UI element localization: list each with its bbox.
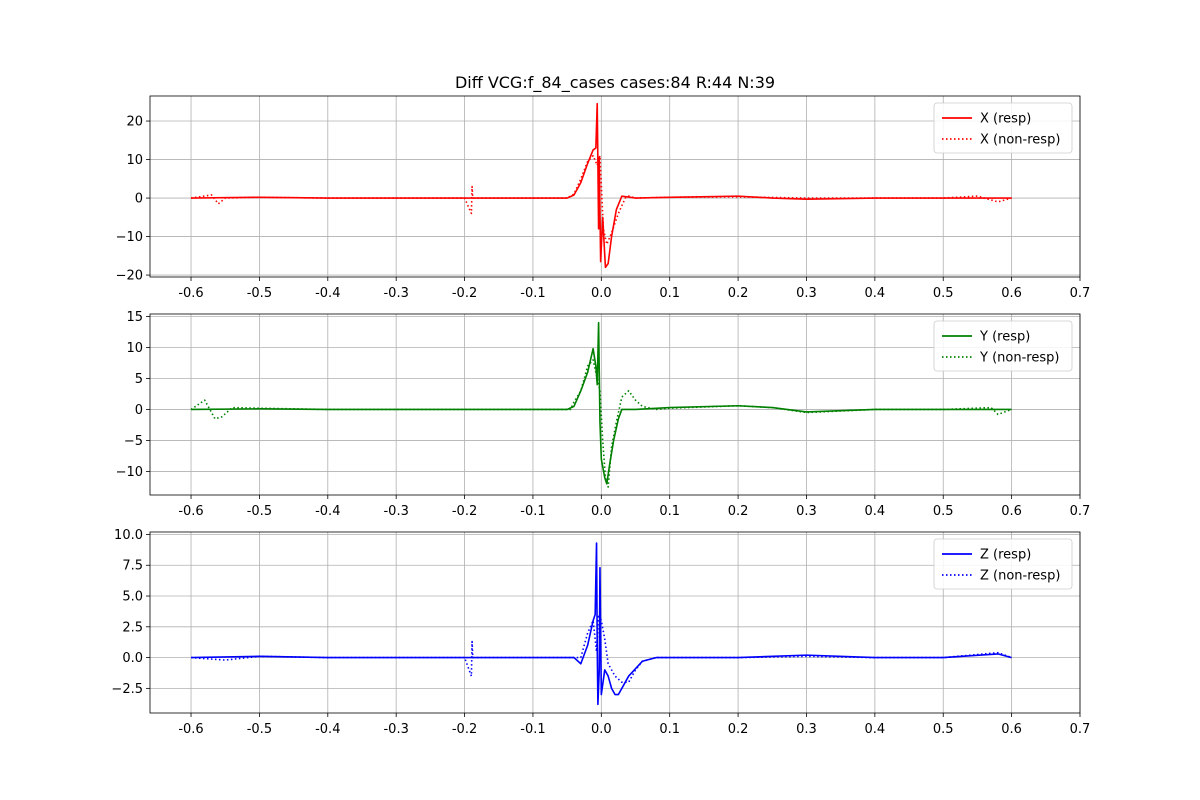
axes-frame bbox=[149, 531, 1081, 714]
x-tick-label: -0.5 bbox=[247, 722, 272, 737]
y-tick-label: 10.0 bbox=[114, 528, 143, 543]
legend-box bbox=[933, 538, 1073, 590]
x-tick-label: 0.4 bbox=[865, 286, 886, 301]
series-z-non-resp-line bbox=[190, 613, 1012, 684]
x-tick-label: 0.1 bbox=[659, 504, 680, 519]
series-x-resp-line bbox=[191, 102, 1012, 269]
x-tick-label: 0.5 bbox=[933, 504, 954, 519]
x-tick-label: 0.2 bbox=[728, 722, 749, 737]
series-y-non-resp-line bbox=[190, 359, 1012, 488]
legend-y: Y (resp) Y (non-resp) bbox=[933, 320, 1073, 372]
x-tick-label: -0.4 bbox=[315, 286, 340, 301]
legend-label: Z (non-resp) bbox=[980, 569, 1060, 584]
x-tick-label: 0.1 bbox=[659, 722, 680, 737]
x-tick-label: -0.1 bbox=[520, 504, 545, 519]
series-x-non-resp-line bbox=[190, 154, 1012, 246]
y-tick-label: −5 bbox=[124, 434, 143, 449]
y-tick-label: 20 bbox=[126, 115, 143, 130]
x-tick-label: 0.6 bbox=[1001, 286, 1022, 301]
x-tick-label: 0.2 bbox=[728, 504, 749, 519]
x-tick-label: -0.6 bbox=[178, 722, 203, 737]
y-tick-label: 5.0 bbox=[122, 590, 143, 605]
x-tick-label: -0.2 bbox=[452, 722, 477, 737]
x-tick-label: 0.0 bbox=[591, 286, 612, 301]
x-tick-label: 0.7 bbox=[1070, 504, 1091, 519]
chart-panels: -0.6 -0.5 -0.4 -0.3 -0.2 -0.1 0.0 0.1 0.2 0.3 0.4 0… bbox=[111, 95, 1091, 737]
y-tick-label: 0 bbox=[135, 192, 143, 207]
legend-box bbox=[933, 102, 1073, 154]
legend-label: Y (resp) bbox=[979, 330, 1030, 345]
legend-box bbox=[933, 320, 1073, 372]
x-tick-label: 0.6 bbox=[1001, 722, 1022, 737]
x-tick-label: 0.3 bbox=[796, 504, 817, 519]
legend-z: Z (resp) Z (non-resp) bbox=[933, 538, 1073, 590]
y-tick-label: −10 bbox=[116, 230, 143, 245]
x-tick-label: -0.5 bbox=[247, 286, 272, 301]
y-tick-label: 0 bbox=[135, 403, 143, 418]
legend-label: X (resp) bbox=[980, 112, 1031, 127]
legend-label: Z (resp) bbox=[980, 548, 1031, 563]
x-tick-label: 0.0 bbox=[591, 504, 612, 519]
x-tick-label: -0.3 bbox=[383, 286, 408, 301]
x-tick-label: -0.5 bbox=[247, 504, 272, 519]
panel-y: -0.6 -0.5 -0.4 -0.3 -0.2 -0.1 0.0 0.1 0.2 0.3 0.4 0… bbox=[116, 310, 1091, 519]
x-tick-label: 0.5 bbox=[933, 722, 954, 737]
y-tick-label: 10 bbox=[126, 341, 143, 356]
x-tick-label: -0.1 bbox=[520, 286, 545, 301]
y-tick-label: 10 bbox=[126, 153, 143, 168]
x-tick-label: 0.6 bbox=[1001, 504, 1022, 519]
x-tick-label: -0.4 bbox=[315, 504, 340, 519]
legend-label: X (non-resp) bbox=[980, 133, 1060, 148]
x-tick-label: 0.7 bbox=[1070, 722, 1091, 737]
chart-title: Diff VCG:f_84_cases cases:84 R:44 N:39 bbox=[455, 73, 775, 93]
legend-x: X (resp) X (non-resp) bbox=[933, 102, 1073, 154]
y-tick-label: 5 bbox=[135, 372, 143, 387]
x-tick-label: -0.3 bbox=[383, 722, 408, 737]
x-tick-label: -0.6 bbox=[178, 504, 203, 519]
x-tick-label: -0.6 bbox=[178, 286, 203, 301]
y-tick-label: −10 bbox=[116, 465, 143, 480]
y-tick-label: 2.5 bbox=[122, 620, 143, 635]
legend-label: Y (non-resp) bbox=[979, 351, 1059, 366]
x-tick-label: 0.3 bbox=[796, 286, 817, 301]
x-tick-label: 0.2 bbox=[728, 286, 749, 301]
x-tick-label: -0.1 bbox=[520, 722, 545, 737]
x-tick-label: 0.4 bbox=[865, 722, 886, 737]
x-tick-label: 0.1 bbox=[659, 286, 680, 301]
x-tick-label: -0.3 bbox=[383, 504, 408, 519]
x-tick-label: 0.7 bbox=[1070, 286, 1091, 301]
x-tick-label: -0.2 bbox=[452, 286, 477, 301]
x-tick-label: -0.2 bbox=[452, 504, 477, 519]
panel-x: -0.6 -0.5 -0.4 -0.3 -0.2 -0.1 0.0 0.1 0.2 0.3 0.4 0… bbox=[116, 95, 1091, 301]
y-tick-label: 15 bbox=[126, 310, 143, 325]
y-tick-label: −20 bbox=[116, 269, 143, 284]
x-tick-label: 0.0 bbox=[591, 722, 612, 737]
x-tick-label: 0.3 bbox=[796, 722, 817, 737]
panel-z: -0.6 -0.5 -0.4 -0.3 -0.2 -0.1 0.0 0.1 0.2 0.3 0.4 0… bbox=[111, 528, 1090, 737]
axes-frame bbox=[149, 313, 1081, 496]
y-tick-label: 7.5 bbox=[122, 559, 143, 574]
x-tick-label: 0.5 bbox=[933, 286, 954, 301]
axes-frame bbox=[149, 95, 1081, 278]
y-tick-label: −2.5 bbox=[111, 682, 143, 697]
y-tick-label: 0.0 bbox=[122, 651, 143, 666]
x-tick-label: -0.4 bbox=[315, 722, 340, 737]
x-tick-label: 0.4 bbox=[865, 504, 886, 519]
